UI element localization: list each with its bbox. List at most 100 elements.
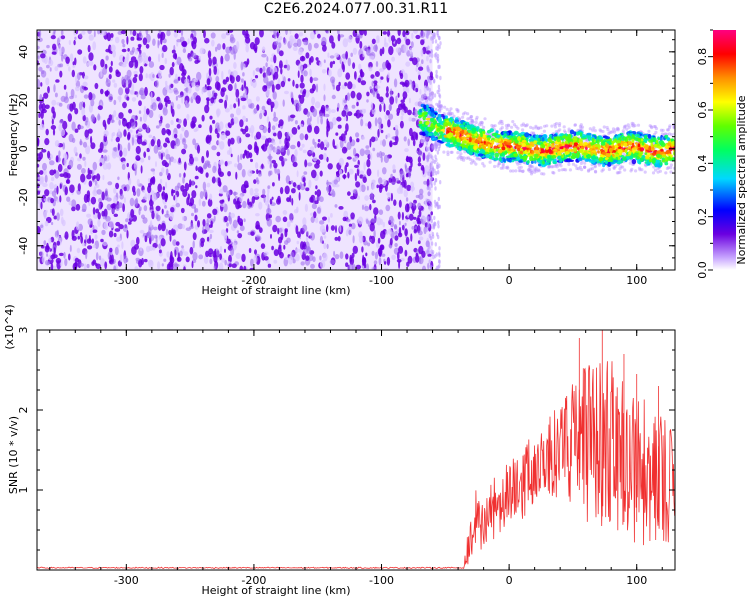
noise-speckle bbox=[431, 167, 435, 172]
noise-speckle bbox=[393, 199, 397, 206]
signal-cell bbox=[610, 161, 614, 165]
noise-speckle bbox=[160, 115, 163, 122]
signal-cell bbox=[524, 132, 530, 138]
noise-speckle bbox=[433, 143, 436, 148]
noise-speckle bbox=[291, 198, 294, 206]
signal-halo bbox=[591, 128, 595, 132]
noise-speckle bbox=[265, 71, 269, 77]
noise-speckle bbox=[64, 258, 68, 267]
noise-speckle bbox=[195, 185, 198, 189]
noise-speckle bbox=[165, 85, 170, 91]
noise-speckle bbox=[430, 241, 434, 246]
noise-speckle bbox=[161, 167, 165, 174]
noise-region bbox=[37, 30, 442, 270]
noise-speckle bbox=[326, 179, 329, 187]
noise-speckle bbox=[234, 163, 238, 168]
noise-speckle bbox=[242, 72, 245, 77]
noise-speckle bbox=[44, 220, 49, 227]
signal-halo bbox=[665, 166, 670, 171]
noise-speckle bbox=[431, 35, 434, 40]
noise-speckle bbox=[221, 70, 224, 80]
noise-speckle bbox=[68, 66, 71, 72]
noise-speckle bbox=[52, 128, 56, 136]
noise-speckle bbox=[114, 228, 121, 232]
signal-halo bbox=[518, 162, 522, 166]
noise-speckle bbox=[436, 202, 439, 207]
signal-halo bbox=[443, 105, 447, 109]
noise-speckle bbox=[74, 36, 77, 40]
signal-halo bbox=[537, 126, 541, 130]
signal-cell bbox=[557, 151, 561, 156]
signal-halo bbox=[434, 144, 438, 148]
signal-halo bbox=[427, 96, 431, 100]
noise-speckle bbox=[391, 181, 396, 185]
noise-speckle bbox=[386, 86, 389, 93]
noise-speckle bbox=[141, 214, 145, 220]
signal-cell bbox=[635, 133, 640, 138]
signal-cell bbox=[510, 132, 513, 136]
noise-speckle bbox=[279, 60, 283, 69]
noise-speckle bbox=[100, 68, 103, 78]
signal-halo bbox=[437, 108, 441, 113]
noise-speckle bbox=[289, 91, 294, 99]
noise-speckle bbox=[405, 38, 411, 46]
noise-speckle bbox=[48, 190, 53, 195]
noise-speckle bbox=[77, 157, 81, 162]
noise-speckle bbox=[310, 31, 315, 40]
signal-halo bbox=[615, 171, 620, 175]
noise-speckle bbox=[276, 198, 281, 205]
noise-speckle bbox=[389, 103, 392, 112]
noise-speckle bbox=[215, 75, 220, 83]
noise-speckle bbox=[206, 182, 211, 188]
noise-speckle bbox=[295, 83, 299, 89]
signal-cell bbox=[436, 122, 441, 127]
noise-speckle bbox=[409, 47, 413, 55]
signal-halo bbox=[514, 125, 518, 129]
noise-speckle bbox=[161, 127, 166, 136]
signal-halo bbox=[649, 125, 654, 129]
noise-speckle bbox=[131, 83, 135, 91]
signal-halo bbox=[534, 166, 538, 170]
noise-speckle bbox=[427, 146, 430, 152]
noise-speckle bbox=[150, 234, 155, 241]
signal-halo bbox=[527, 167, 531, 172]
signal-cell bbox=[467, 146, 471, 151]
noise-speckle bbox=[208, 229, 214, 234]
noise-speckle bbox=[307, 162, 313, 167]
noise-speckle bbox=[100, 258, 106, 267]
noise-speckle bbox=[345, 51, 348, 60]
signal-halo bbox=[534, 168, 538, 172]
noise-speckle bbox=[47, 150, 51, 159]
noise-speckle bbox=[90, 135, 93, 145]
noise-speckle bbox=[139, 247, 143, 252]
noise-speckle bbox=[287, 255, 294, 265]
noise-speckle bbox=[68, 253, 71, 261]
noise-speckle bbox=[51, 190, 57, 197]
signal-cell bbox=[632, 154, 637, 158]
signal-cell bbox=[442, 124, 446, 130]
signal-cell bbox=[591, 137, 595, 143]
noise-speckle bbox=[427, 191, 431, 196]
signal-cell bbox=[664, 161, 669, 166]
noise-speckle bbox=[103, 130, 109, 137]
noise-speckle bbox=[311, 83, 316, 92]
noise-speckle bbox=[326, 124, 331, 132]
noise-speckle bbox=[423, 180, 427, 185]
noise-speckle bbox=[151, 210, 155, 220]
noise-speckle bbox=[337, 68, 343, 78]
signal-halo bbox=[497, 162, 501, 166]
noise-speckle bbox=[56, 240, 61, 246]
signal-cell bbox=[479, 148, 485, 154]
signal-cell bbox=[438, 131, 444, 135]
noise-speckle bbox=[127, 48, 130, 52]
noise-speckle bbox=[252, 70, 256, 77]
noise-speckle bbox=[102, 241, 108, 247]
noise-speckle bbox=[122, 43, 126, 48]
noise-speckle bbox=[310, 56, 314, 63]
noise-speckle bbox=[284, 228, 289, 233]
noise-speckle bbox=[94, 82, 99, 90]
noise-speckle bbox=[130, 36, 135, 41]
noise-speckle bbox=[438, 36, 441, 41]
noise-speckle bbox=[365, 218, 369, 225]
noise-speckle bbox=[331, 189, 335, 198]
